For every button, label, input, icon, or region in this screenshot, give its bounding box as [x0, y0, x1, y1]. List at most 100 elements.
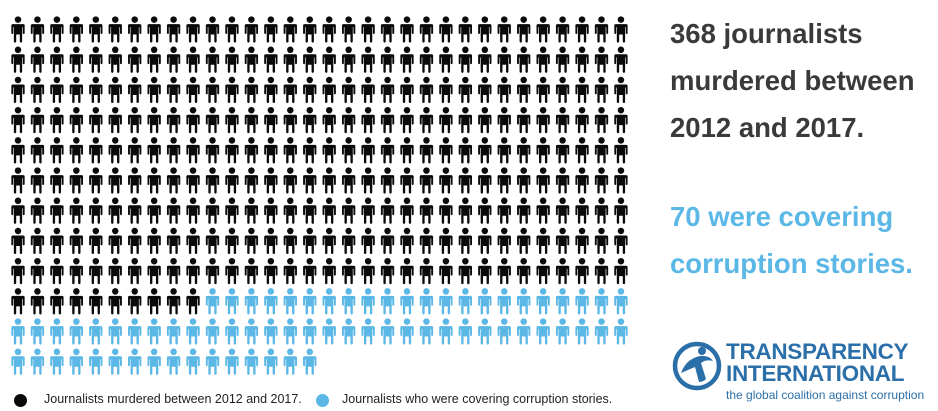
pictogram-figure-murdered	[108, 167, 122, 194]
pictogram-figure-murdered	[594, 227, 609, 255]
pictogram-figure-murdered	[439, 137, 453, 164]
pictogram-figure-murdered	[419, 76, 434, 104]
pictogram-figure-murdered	[166, 167, 181, 194]
pictogram-figure-murdered	[244, 197, 259, 224]
pictogram-figure-murdered	[303, 106, 317, 134]
pictogram-figure-corruption	[614, 318, 628, 345]
pictogram-figure-murdered	[205, 137, 220, 164]
pictogram-figure-murdered	[439, 227, 453, 255]
pictogram-figure-corruption	[361, 318, 375, 345]
pictogram-figure-murdered	[536, 167, 550, 194]
pictogram-figure-murdered	[517, 137, 531, 164]
pictogram-figure-murdered	[205, 197, 220, 224]
pictogram-figure-murdered	[594, 46, 609, 73]
pictogram-figure-murdered	[439, 76, 453, 104]
pictogram-figure-murdered	[594, 167, 609, 194]
pictogram-figure-corruption	[458, 288, 473, 315]
pictogram-figure-murdered	[264, 257, 278, 285]
pictogram-figure-murdered	[30, 106, 45, 134]
pictogram-figure-murdered	[361, 16, 375, 43]
pictogram-figure-murdered	[283, 76, 297, 104]
pictogram-figure-corruption	[264, 318, 278, 345]
pictogram-figure-murdered	[458, 137, 473, 164]
pictogram-figure-murdered	[575, 197, 589, 224]
headline-corruption-line: 70 were covering	[670, 201, 894, 232]
pictogram-figure-murdered	[50, 197, 64, 224]
pictogram-figure-murdered	[614, 76, 628, 104]
pictogram-figure-corruption	[30, 348, 45, 375]
pictogram-figure-murdered	[147, 227, 161, 255]
pictogram-figure-murdered	[69, 46, 84, 73]
pictogram-figure-murdered	[361, 106, 375, 134]
headline-corruption: 70 were covering corruption stories.	[670, 193, 913, 287]
pictogram-figure-corruption	[283, 348, 297, 375]
pictogram-figure-murdered	[205, 46, 220, 73]
pictogram-figure-murdered	[400, 46, 414, 73]
pictogram-figure-murdered	[497, 16, 511, 43]
pictogram-figure-corruption	[400, 318, 414, 345]
pictogram-figure-murdered	[575, 137, 589, 164]
pictogram-figure-murdered	[50, 106, 64, 134]
pictogram-figure-murdered	[283, 257, 297, 285]
pictogram-figure-murdered	[69, 16, 84, 43]
pictogram-figure-murdered	[614, 167, 628, 194]
pictogram-figure-murdered	[244, 227, 259, 255]
pictogram-figure-murdered	[128, 197, 142, 224]
pictogram-figure-murdered	[303, 257, 317, 285]
pictogram-figure-murdered	[186, 257, 200, 285]
pictogram-figure-murdered	[361, 76, 375, 104]
pictogram-figure-murdered	[186, 76, 200, 104]
pictogram-figure-murdered	[186, 197, 200, 224]
legend-label: Journalists murdered between 2012 and 20…	[44, 392, 302, 406]
pictogram-figure-murdered	[205, 167, 220, 194]
pictogram-figure-corruption	[186, 348, 200, 375]
pictogram-figure-murdered	[264, 16, 278, 43]
pictogram-figure-murdered	[30, 227, 45, 255]
headline-total: 368 journalists murdered between 2012 an…	[670, 10, 915, 151]
pictogram-figure-murdered	[225, 257, 239, 285]
pictogram-figure-murdered	[497, 106, 511, 134]
pictogram-figure-murdered	[478, 16, 492, 43]
pictogram-figure-corruption	[108, 318, 122, 345]
pictogram-figure-murdered	[50, 288, 64, 315]
pictogram-figure-murdered	[478, 137, 492, 164]
pictogram-figure-murdered	[30, 167, 45, 194]
pictogram-figure-murdered	[478, 257, 492, 285]
pictogram-figure-murdered	[283, 137, 297, 164]
pictogram-figure-murdered	[400, 197, 414, 224]
pictogram-figure-corruption	[225, 318, 239, 345]
pictogram-figure-murdered	[108, 257, 122, 285]
pictogram-figure-murdered	[341, 106, 356, 134]
pictogram-figure-murdered	[555, 257, 570, 285]
pictogram-figure-murdered	[30, 16, 45, 43]
pictogram-figure-murdered	[89, 288, 103, 315]
pictogram-figure-murdered	[30, 137, 45, 164]
pictogram-figure-murdered	[166, 227, 181, 255]
pictogram-figure-murdered	[614, 137, 628, 164]
pictogram-figure-corruption	[419, 288, 434, 315]
chart-legend: Journalists murdered between 2012 and 20…	[0, 391, 660, 411]
pictogram-figure-corruption	[225, 348, 239, 375]
pictogram-figure-murdered	[458, 167, 473, 194]
pictogram-figure-murdered	[283, 46, 297, 73]
pictogram-figure-murdered	[614, 16, 628, 43]
pictogram-figure-murdered	[30, 76, 45, 104]
pictogram-figure-murdered	[341, 46, 356, 73]
pictogram-figure-murdered	[264, 106, 278, 134]
pictogram-figure-murdered	[89, 227, 103, 255]
pictogram-figure-murdered	[128, 137, 142, 164]
pictogram-figure-murdered	[322, 167, 336, 194]
pictogram-figure-murdered	[419, 227, 434, 255]
pictogram-figure-murdered	[186, 16, 200, 43]
pictogram-figure-murdered	[166, 137, 181, 164]
pictogram-figure-murdered	[11, 106, 25, 134]
pictogram-figure-murdered	[517, 167, 531, 194]
pictogram-figure-murdered	[458, 227, 473, 255]
pictogram-figure-corruption	[186, 318, 200, 345]
pictogram-figure-murdered	[225, 46, 239, 73]
pictogram-figure-murdered	[225, 16, 239, 43]
pictogram-figure-murdered	[361, 257, 375, 285]
pictogram-figure-corruption	[50, 318, 64, 345]
pictogram-figure-murdered	[575, 76, 589, 104]
pictogram-figure-corruption	[594, 318, 609, 345]
